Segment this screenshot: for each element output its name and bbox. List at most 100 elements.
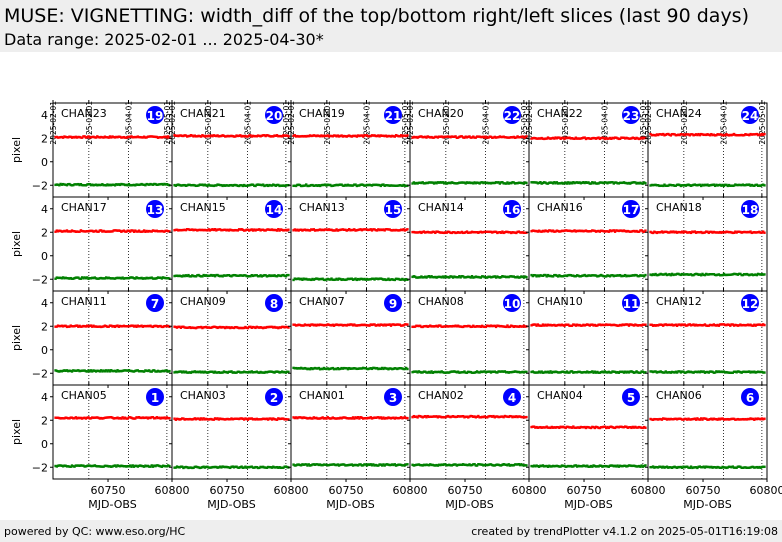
data-point-top (453, 415, 456, 418)
data-point-bottom (99, 369, 103, 372)
data-point-top (543, 426, 546, 429)
data-point-bottom (68, 369, 71, 372)
data-point-bottom (745, 183, 748, 186)
data-point-bottom (705, 272, 708, 276)
data-point-bottom (492, 181, 495, 185)
data-point-top (240, 228, 243, 231)
data-point-bottom (91, 464, 94, 468)
channel-label: CHAN05 (61, 389, 107, 402)
data-point-top (707, 133, 710, 136)
data-point-bottom (732, 184, 736, 187)
data-point-bottom (631, 370, 634, 374)
data-point-bottom (110, 277, 113, 280)
data-point-bottom (515, 370, 518, 373)
data-point-bottom (537, 181, 541, 185)
data-point-top (406, 323, 409, 326)
data-point-bottom (325, 367, 328, 371)
data-point-bottom (494, 463, 498, 467)
data-point-top (93, 416, 96, 419)
data-point-top (191, 326, 194, 329)
data-point-top (145, 416, 148, 419)
data-point-bottom (184, 370, 188, 373)
data-point-bottom (680, 272, 684, 276)
data-point-bottom (518, 181, 522, 185)
data-point-bottom (203, 370, 207, 373)
data-point-top (555, 324, 559, 327)
data-point-top (760, 231, 764, 234)
data-point-top (156, 416, 160, 420)
data-point-bottom (489, 182, 493, 185)
data-point-top (717, 231, 721, 234)
data-point-bottom (644, 371, 647, 374)
data-point-top (497, 415, 500, 419)
data-point-bottom (339, 277, 342, 281)
data-point-bottom (531, 181, 535, 184)
data-point-top (734, 133, 737, 137)
data-point-bottom (721, 370, 724, 374)
data-point-bottom (130, 184, 133, 187)
data-point-bottom (588, 182, 591, 185)
data-point-bottom (497, 275, 500, 279)
data-point-top (639, 426, 642, 429)
data-point-top (82, 416, 85, 420)
data-point-top (618, 229, 622, 232)
data-point-bottom (104, 276, 108, 279)
data-point-bottom (177, 183, 180, 186)
data-point-top (583, 324, 586, 327)
data-point-bottom (337, 367, 341, 371)
data-point-bottom (168, 464, 171, 468)
data-point-bottom (370, 367, 374, 371)
series-bottom (411, 181, 528, 185)
data-point-bottom (441, 371, 445, 374)
data-point-bottom (256, 466, 260, 470)
data-point-top (660, 418, 664, 421)
data-point-bottom (151, 183, 155, 186)
data-point-top (570, 230, 574, 233)
data-point-bottom (431, 463, 435, 467)
data-point-top (321, 228, 324, 231)
data-point-top (589, 323, 593, 326)
data-point-top (58, 416, 61, 420)
data-point-top (399, 134, 403, 137)
data-point-bottom (179, 274, 183, 278)
data-point-top (563, 426, 566, 429)
data-point-top (235, 417, 238, 420)
data-point-bottom (80, 464, 84, 467)
data-point-bottom (120, 277, 123, 280)
data-point-top (297, 416, 300, 419)
data-point-bottom (444, 463, 447, 466)
data-point-bottom (364, 184, 367, 187)
data-point-bottom (67, 183, 70, 186)
data-point-top (84, 136, 88, 139)
data-point-top (756, 231, 760, 234)
data-point-bottom (724, 273, 727, 277)
data-point-top (277, 417, 280, 420)
data-point-top (441, 325, 445, 328)
data-point-bottom (134, 369, 137, 373)
series-top (292, 416, 409, 420)
data-point-bottom (632, 371, 636, 374)
data-point-top (668, 418, 671, 421)
data-point-bottom (415, 276, 418, 279)
data-point-top (115, 324, 118, 328)
data-point-bottom (753, 273, 756, 277)
data-point-bottom (94, 370, 98, 373)
data-point-top (620, 136, 623, 139)
data-point-top (402, 324, 405, 327)
data-point-top (682, 133, 685, 136)
data-point-bottom (669, 466, 673, 469)
data-point-top (274, 134, 277, 137)
data-point-top (106, 230, 109, 233)
data-point-top (736, 230, 740, 233)
series-top (530, 425, 647, 430)
data-point-top (558, 426, 561, 430)
data-point-bottom (544, 273, 547, 277)
data-point-bottom (277, 183, 280, 187)
data-point-top (736, 134, 740, 137)
data-point-bottom (177, 274, 180, 278)
data-point-bottom (240, 184, 243, 187)
data-point-bottom (240, 371, 243, 374)
data-point-top (429, 231, 432, 234)
data-point-bottom (389, 184, 393, 187)
data-point-top (674, 134, 678, 137)
